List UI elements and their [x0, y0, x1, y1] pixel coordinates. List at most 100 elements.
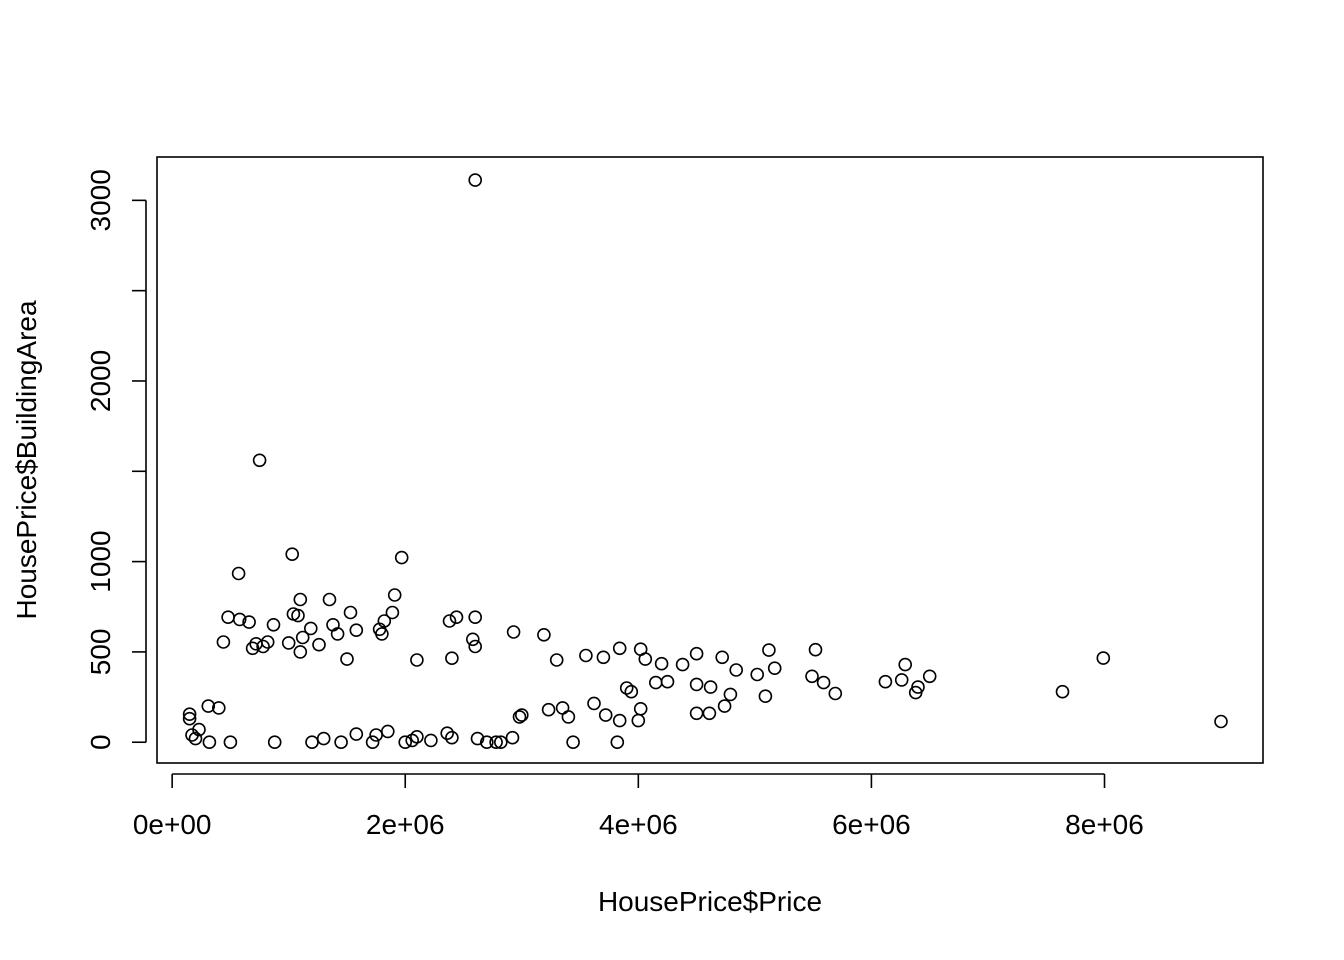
data-point — [715, 650, 730, 665]
data-point — [260, 635, 275, 649]
data-point — [322, 592, 337, 607]
data-point — [242, 615, 256, 629]
data-point — [223, 735, 238, 750]
data-point — [541, 702, 556, 717]
data-point — [505, 730, 520, 745]
data-point — [232, 612, 247, 627]
data-point — [579, 648, 593, 663]
x-tick-label: 8e+06 — [1065, 809, 1144, 840]
data-point — [266, 617, 281, 632]
data-point — [816, 675, 831, 690]
x-tick-label: 4e+06 — [599, 809, 678, 840]
data-point — [828, 686, 843, 701]
data-point — [385, 605, 400, 620]
y-axis: 0 500 1000 2000 3000 — [85, 169, 147, 750]
data-point — [295, 630, 310, 645]
data-point — [750, 667, 765, 682]
data-point — [489, 735, 503, 750]
data-point — [349, 623, 364, 638]
points-layer — [182, 173, 1228, 750]
data-point — [212, 701, 226, 715]
data-point — [291, 608, 305, 623]
data-point — [911, 680, 925, 694]
data-point — [561, 710, 576, 724]
x-tick-label: 6e+06 — [832, 809, 911, 840]
data-point — [468, 639, 483, 654]
y-tick-label: 0 — [85, 734, 116, 750]
data-point — [267, 735, 282, 750]
data-point — [1214, 714, 1228, 729]
data-point — [182, 707, 197, 722]
data-point — [638, 652, 653, 666]
x-tick-label: 0e+00 — [133, 809, 212, 840]
data-point — [188, 731, 203, 746]
data-point — [598, 708, 613, 722]
data-point — [387, 588, 402, 602]
data-point — [537, 627, 551, 642]
data-point — [442, 614, 457, 628]
data-point — [624, 684, 639, 699]
data-point — [878, 674, 893, 689]
data-point — [587, 696, 601, 711]
data-point — [182, 711, 197, 726]
data-point — [445, 730, 459, 745]
data-point — [465, 632, 480, 647]
data-point — [201, 699, 216, 713]
data-point — [281, 636, 296, 650]
data-point — [648, 675, 663, 690]
data-point — [343, 605, 358, 620]
data-point — [654, 656, 669, 671]
data-point — [440, 726, 455, 741]
data-point — [1055, 684, 1070, 699]
data-point — [293, 592, 308, 607]
data-point — [689, 706, 704, 721]
data-point — [767, 661, 782, 676]
x-axis: 0e+00 2e+06 4e+06 6e+06 8e+06 — [133, 773, 1144, 840]
data-point — [805, 669, 819, 684]
data-point — [256, 639, 270, 654]
data-point — [689, 646, 704, 661]
data-point — [610, 735, 625, 750]
data-point — [631, 713, 646, 728]
data-point — [468, 173, 483, 187]
data-point — [398, 735, 413, 750]
y-tick-label: 2000 — [85, 350, 116, 412]
data-point — [898, 657, 913, 672]
data-point — [424, 733, 438, 748]
x-axis-label: HousePrice$Price — [598, 886, 822, 917]
data-point — [1096, 651, 1111, 665]
data-point — [479, 735, 494, 750]
data-point — [703, 680, 718, 694]
data-point — [192, 722, 206, 737]
data-point — [449, 610, 464, 625]
data-point — [612, 713, 627, 728]
plot-frame — [156, 156, 1264, 764]
data-point — [729, 663, 744, 677]
data-point — [612, 641, 627, 656]
y-tick-label: 1000 — [85, 530, 116, 592]
data-point — [549, 653, 564, 667]
data-point — [762, 643, 776, 657]
data-point — [758, 689, 773, 704]
data-point — [675, 657, 690, 672]
data-point — [596, 650, 611, 665]
data-point — [723, 687, 738, 702]
data-point — [252, 453, 267, 468]
y-tick-label: 3000 — [85, 169, 116, 231]
data-point — [202, 735, 217, 750]
data-point — [702, 706, 717, 721]
data-point — [330, 627, 345, 641]
data-point — [410, 653, 424, 667]
data-point — [506, 625, 521, 639]
data-point — [512, 710, 527, 724]
data-point — [285, 547, 300, 562]
data-point — [293, 645, 308, 659]
data-point — [394, 550, 409, 565]
data-point — [365, 735, 380, 750]
data-point — [514, 708, 529, 722]
data-point — [340, 652, 354, 666]
data-point — [312, 637, 326, 652]
y-axis-label: HousePrice$BuildingArea — [11, 300, 42, 620]
